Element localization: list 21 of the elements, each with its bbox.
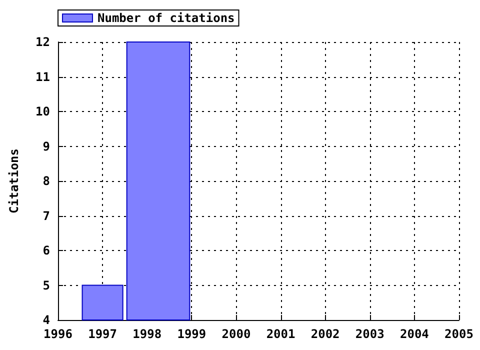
x-tick-label: 1996 bbox=[44, 327, 72, 341]
x-tick-label: 1999 bbox=[177, 327, 206, 341]
x-tick-label: 2001 bbox=[266, 327, 296, 341]
x-tick-label: 2005 bbox=[444, 327, 474, 341]
y-tick-label: 5 bbox=[42, 278, 50, 292]
x-tick-label: 1998 bbox=[132, 327, 162, 341]
y-tick-label: 10 bbox=[36, 104, 50, 118]
legend-label: Number of citations bbox=[98, 11, 235, 25]
y-tick-label: 9 bbox=[42, 139, 50, 154]
y-tick-label: 12 bbox=[36, 35, 50, 49]
y-tick-label: 7 bbox=[42, 208, 50, 223]
y-tick-label: 8 bbox=[42, 174, 50, 188]
y-tick-label: 4 bbox=[42, 313, 50, 327]
y-tick-label: 6 bbox=[42, 244, 50, 258]
x-tick-label: 2002 bbox=[310, 327, 340, 341]
x-tick-label: 2000 bbox=[222, 327, 251, 341]
y-axis-title: Citations bbox=[7, 148, 21, 214]
x-tick-label: 2004 bbox=[400, 327, 429, 341]
x-tick-label: 1997 bbox=[88, 327, 118, 341]
x-tick-label: 2003 bbox=[355, 327, 384, 341]
y-tick-label: 11 bbox=[36, 70, 50, 84]
